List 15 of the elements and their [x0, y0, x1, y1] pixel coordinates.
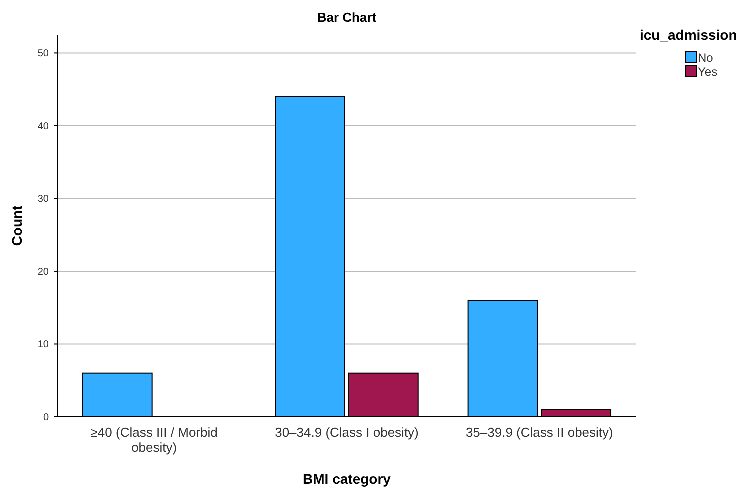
y-tick-label: 50: [38, 48, 50, 60]
chart-title: Bar Chart: [317, 10, 378, 25]
legend-title: icu_admission: [640, 27, 738, 43]
x-tick-label: ≥40 (Class III / Morbid obesity): [90, 425, 218, 455]
y-axis-title: Count: [9, 205, 25, 246]
y-tick-label: 10: [38, 340, 50, 351]
legend-label: No: [698, 51, 714, 65]
y-tick-label: 30: [38, 194, 50, 206]
x-axis-title: BMI category: [303, 471, 392, 487]
x-tick-label: 35–39.9 (Class II obesity): [466, 425, 614, 440]
legend-label: Yes: [698, 65, 718, 79]
y-tick-label: 20: [38, 266, 50, 278]
y-tick-label: 40: [38, 121, 50, 132]
x-tick-label: 30–34.9 (Class I obesity): [275, 425, 419, 440]
y-tick-label: 0: [43, 412, 50, 424]
